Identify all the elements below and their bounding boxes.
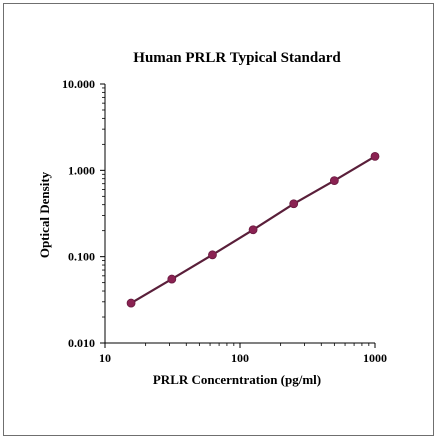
y-tick-label: 1.000 xyxy=(68,163,95,177)
chart-title: Human PRLR Typical Standard xyxy=(133,50,341,66)
ticks: 0.010 0.100 1.000 10.000 10 100 1000 xyxy=(62,77,387,365)
data-point xyxy=(289,199,299,209)
axes xyxy=(104,84,375,344)
x-tick-label: 10 xyxy=(99,351,111,365)
data-point xyxy=(329,176,339,186)
y-tick-label: 0.100 xyxy=(68,250,95,264)
data-point xyxy=(248,225,258,235)
data-point xyxy=(126,298,136,308)
x-axis-label: PRLR Concerntration (pg/ml) xyxy=(153,372,321,387)
marks xyxy=(126,152,380,308)
y-tick-label: 0.010 xyxy=(68,336,95,350)
x-tick-label: 100 xyxy=(231,351,249,365)
y-tick-label: 10.000 xyxy=(62,77,95,91)
chart-frame xyxy=(3,3,434,436)
data-point xyxy=(370,152,380,161)
data-point xyxy=(208,250,217,260)
data-point xyxy=(167,274,177,284)
x-tick-label: 1000 xyxy=(363,351,387,365)
y-axis-label: Optical Density xyxy=(37,171,52,258)
